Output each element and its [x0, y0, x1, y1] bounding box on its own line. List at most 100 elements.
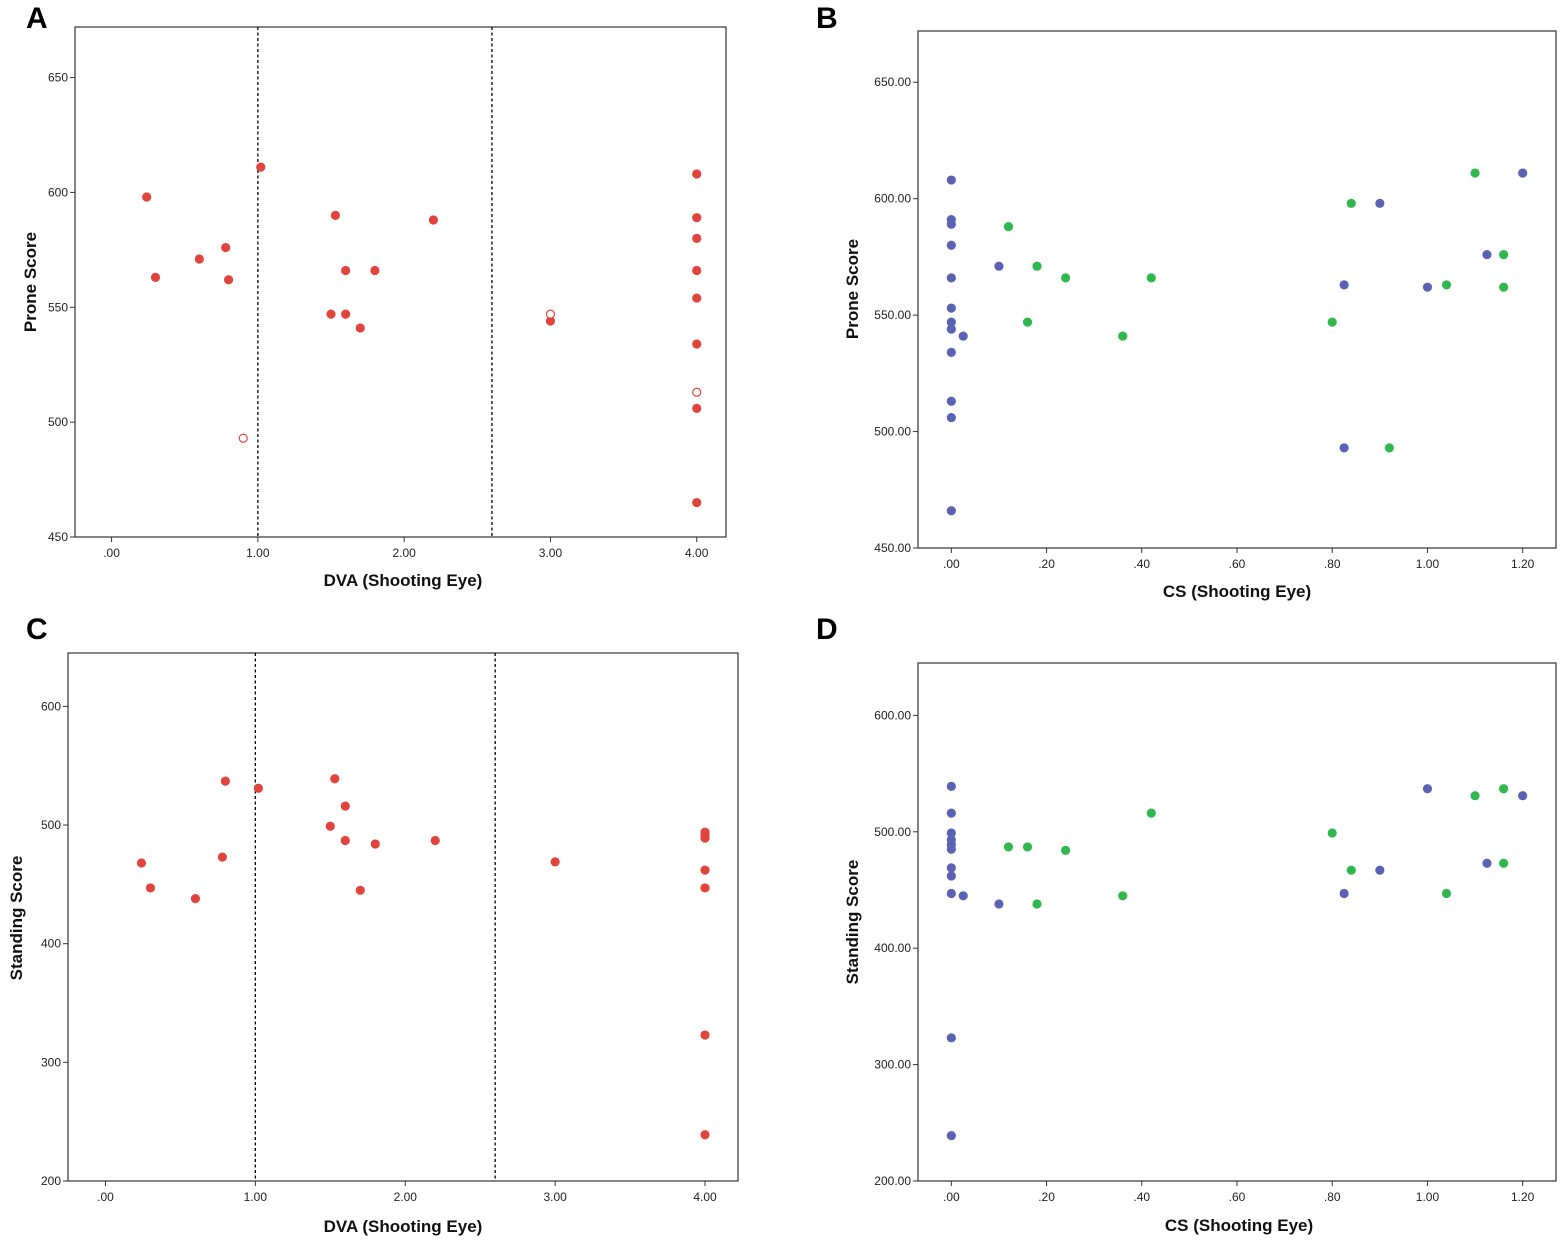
- panel-b-data-point-blue: [946, 324, 956, 334]
- panel-d-data-point-blue: [946, 863, 956, 873]
- panel-d-y-tick-label: 600.00: [874, 708, 911, 722]
- panel-d-data-point-blue: [1422, 784, 1433, 794]
- panel-d-x-tick-label: .20: [1038, 1190, 1055, 1204]
- panel-a-data-point-filled: [692, 293, 702, 303]
- panel-d-data-point-blue: [1518, 791, 1528, 801]
- panel-b-data-point-green: [1499, 282, 1509, 292]
- panel-a-letter: A: [26, 2, 48, 35]
- panel-d-x-tick-label: .80: [1324, 1190, 1341, 1204]
- panel-b-data-point-blue: [946, 506, 956, 516]
- panel-b-data-point-blue: [946, 240, 956, 250]
- panel-c-plot-frame: [67, 652, 739, 1182]
- panel-d-y-axis-label: Standing Score: [843, 860, 862, 985]
- panel-c-data-point-filled: [700, 833, 710, 843]
- panel-b-data-point-green: [1022, 317, 1033, 327]
- panel-b-data-point-blue: [1422, 282, 1433, 292]
- panel-b-data-point-blue: [1339, 280, 1349, 290]
- panel-d-data-point-blue: [946, 1131, 956, 1141]
- panel-d-data-point-blue: [946, 781, 956, 791]
- panel-c-y-tick-label: 200: [41, 1174, 61, 1188]
- panel-b-x-tick-label: .20: [1038, 557, 1055, 571]
- panel-b-data-point-green: [1499, 249, 1509, 260]
- panel-c-x-axis-label: DVA (Shooting Eye): [324, 1217, 483, 1236]
- panel-d-letter: D: [816, 613, 838, 646]
- panel-b-data-point-blue: [958, 331, 968, 341]
- panel-b-data-point-blue: [946, 303, 956, 313]
- panel-c-reference-lines: [254, 653, 496, 1181]
- panel-d-points: [946, 781, 1528, 1141]
- panel-d-y-tick-label: 200.00: [874, 1174, 911, 1188]
- panel-a-data-point-filled: [150, 272, 161, 283]
- panel-c-data-point-filled: [340, 835, 350, 846]
- panel-d-data-point-blue: [1375, 865, 1385, 875]
- panel-c-y-tick-label: 600: [41, 699, 61, 713]
- panel-b-data-point-blue: [946, 273, 956, 283]
- panel-d-data-point-green: [1146, 808, 1156, 818]
- panel-a-y-axis-label: Prone Score: [21, 232, 40, 332]
- panel-a-data-point-filled: [692, 265, 702, 276]
- panel-c-y-axis-label: Standing Score: [7, 856, 26, 981]
- panel-c-data-point-filled: [355, 885, 365, 895]
- panel-a-data-point-filled: [692, 213, 702, 223]
- panel-c-data-point-filled: [550, 857, 560, 867]
- panel-d-data-point-blue: [946, 844, 956, 854]
- panel-b-x-ticks: .00 .20 .40 .60 .80 1.00 1.20: [943, 548, 1535, 571]
- panel-d-data-point-blue: [946, 888, 956, 899]
- panel-d-x-tick-label: .40: [1133, 1190, 1150, 1204]
- panel-b-y-tick-label: 500.00: [874, 425, 911, 439]
- panel-b-data-point-blue: [946, 175, 956, 185]
- panel-a-data-point-hollow: [238, 433, 248, 443]
- panel-b-x-tick-label: 1.00: [1416, 557, 1440, 571]
- panel-a-x-ticks: .00 1.00 2.00 3.00 4.00: [103, 537, 709, 560]
- panel-b-x-tick-label: .40: [1133, 557, 1150, 571]
- panel-a-y-tick-label: 450: [48, 530, 68, 544]
- panel-b-data-point-green: [1060, 273, 1071, 283]
- panel-c-data-point-filled: [190, 894, 201, 904]
- panel-b-x-axis-label: CS (Shooting Eye): [1163, 582, 1311, 601]
- panel-d-data-point-green: [1441, 888, 1452, 899]
- panel-a-x-tick-label: .00: [103, 546, 120, 560]
- panel-c-data-point-filled: [700, 1030, 710, 1040]
- panel-c-x-ticks: .00 1.00 2.00 3.00 4.00: [97, 1181, 717, 1204]
- panel-c-x-tick-label: 2.00: [394, 1190, 418, 1204]
- panel-d-data-point-green: [1060, 845, 1071, 856]
- panel-b-data-point-blue: [1375, 198, 1385, 208]
- panel-b-data-point-blue: [946, 219, 956, 229]
- panel-a-data-point-hollow: [545, 309, 556, 319]
- panel-a-y-ticks: 450 500 550 600 650: [48, 71, 75, 544]
- panel-c-x-tick-label: .00: [97, 1190, 114, 1204]
- panel-a: A .00 1.00 2.00 3.00 4.00 450 500 550 600 650 DV…: [21, 2, 727, 590]
- panel-a-y-tick-label: 650: [48, 71, 68, 85]
- panel-d-data-point-green: [1499, 858, 1509, 868]
- panel-a-data-point-filled: [194, 254, 204, 264]
- panel-b: B .00 .20 .40 .60 .80 1.00 1.20 450.00 500.00 55…: [816, 2, 1557, 601]
- panel-c-y-tick-label: 500: [41, 818, 61, 832]
- panel-c-data-point-filled: [253, 783, 263, 793]
- panel-a-data-point-filled: [692, 497, 702, 508]
- panel-a-data-point-filled: [692, 339, 702, 349]
- panel-b-data-point-green: [1346, 198, 1356, 208]
- panel-a-data-point-filled: [692, 233, 702, 243]
- panel-a-data-point-filled: [355, 323, 365, 333]
- panel-b-data-point-blue: [1482, 249, 1492, 260]
- panel-a-data-point-filled: [142, 192, 152, 202]
- panel-b-x-tick-label: .80: [1324, 557, 1341, 571]
- panel-c-data-point-filled: [700, 883, 710, 893]
- panel-b-plot-frame: [917, 30, 1557, 549]
- panel-d-data-point-green: [1118, 891, 1128, 901]
- panel-a-points: [142, 162, 702, 508]
- panel-d-data-point-blue: [994, 899, 1004, 909]
- panel-b-data-point-green: [1146, 273, 1156, 283]
- panel-d-y-tick-label: 500.00: [874, 825, 911, 839]
- panel-b-data-point-blue: [1518, 168, 1528, 178]
- panel-d-data-point-green: [1003, 842, 1014, 852]
- panel-b-data-point-blue: [946, 317, 956, 327]
- panel-a-data-point-filled: [370, 265, 380, 276]
- panel-b-y-axis-label: Prone Score: [843, 239, 862, 339]
- panel-c-y-ticks: 200 300 400 500 600: [41, 699, 68, 1188]
- panel-b-points: [946, 168, 1528, 516]
- panel-c-data-point-filled: [220, 776, 230, 786]
- panel-c-data-point-filled: [430, 835, 440, 846]
- panel-a-y-tick-label: 500: [48, 415, 68, 429]
